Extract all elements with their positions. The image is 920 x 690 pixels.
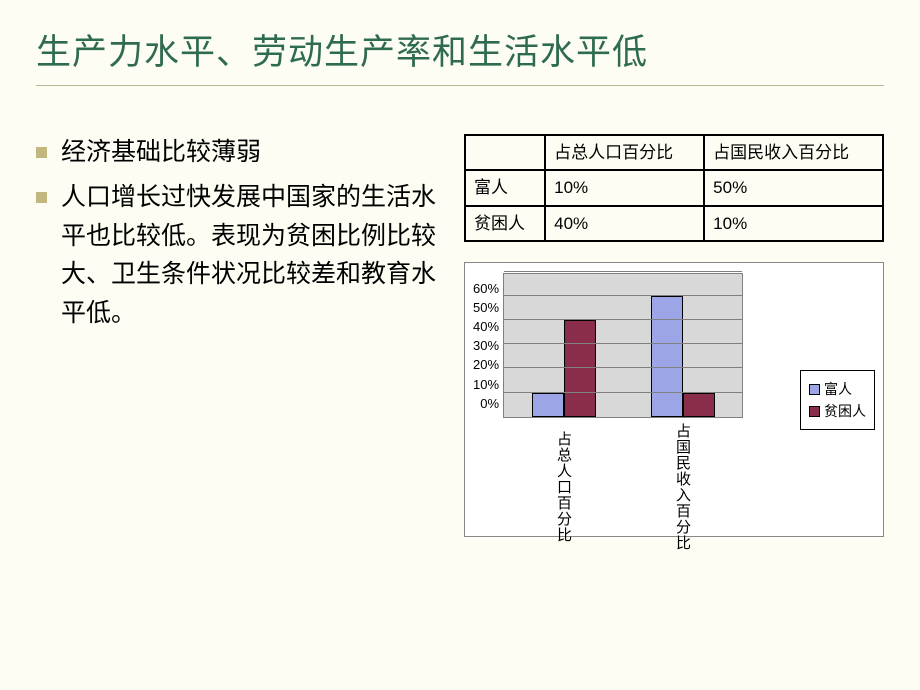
- bar-group: [651, 296, 715, 417]
- chart-legend: 富人 贫困人: [800, 370, 875, 430]
- legend-label: 富人: [824, 379, 852, 399]
- bar-group: [532, 320, 596, 417]
- bullet-text: 经济基础比较薄弱: [61, 134, 440, 173]
- plot-area: 占总人口百分比 占国民收入百分比: [503, 273, 743, 418]
- bar: [651, 296, 683, 417]
- slide-title: 生产力水平、劳动生产率和生活水平低: [36, 24, 884, 86]
- bullet-text: 人口增长过快发展中国家的生活水平也比较低。表现为贫困比例比较大、卫生条件状况比较…: [61, 179, 440, 334]
- bullet-item: 经济基础比较薄弱: [36, 134, 440, 173]
- slide: 生产力水平、劳动生产率和生活水平低 经济基础比较薄弱 人口增长过快发展中国家的生…: [0, 0, 920, 690]
- y-tick: 60%: [473, 281, 499, 296]
- bar: [683, 393, 715, 417]
- table-cell: 10%: [545, 170, 704, 205]
- table-cell: 10%: [704, 206, 883, 241]
- table-header: 占国民收入百分比: [704, 135, 883, 170]
- x-axis: 占总人口百分比 占国民收入百分比: [504, 417, 742, 551]
- table-cell: 贫困人: [465, 206, 545, 241]
- table-cell: 40%: [545, 206, 704, 241]
- table-row: 富人 10% 50%: [465, 170, 883, 205]
- bullet-icon: [36, 192, 47, 203]
- x-label: 占总人口百分比: [553, 423, 574, 551]
- content-row: 经济基础比较薄弱 人口增长过快发展中国家的生活水平也比较低。表现为贫困比例比较大…: [36, 134, 884, 537]
- table-header: 占总人口百分比: [545, 135, 704, 170]
- legend-item: 富人: [809, 379, 866, 399]
- legend-swatch-icon: [809, 384, 820, 395]
- y-tick: 0%: [480, 396, 499, 411]
- right-column: 占总人口百分比 占国民收入百分比 富人 10% 50% 贫困人 40% 10%: [464, 134, 884, 537]
- y-tick: 10%: [473, 377, 499, 392]
- y-axis: 60% 50% 40% 30% 20% 10% 0%: [473, 281, 503, 411]
- plot-wrap: 60% 50% 40% 30% 20% 10% 0% 占总人口百分比: [473, 273, 790, 528]
- y-tick: 40%: [473, 319, 499, 334]
- bar-chart: 60% 50% 40% 30% 20% 10% 0% 占总人口百分比: [464, 262, 884, 537]
- y-tick: 50%: [473, 300, 499, 315]
- x-label: 占国民收入百分比: [672, 423, 693, 551]
- data-table: 占总人口百分比 占国民收入百分比 富人 10% 50% 贫困人 40% 10%: [464, 134, 884, 242]
- y-tick: 30%: [473, 338, 499, 353]
- table-row: 占总人口百分比 占国民收入百分比: [465, 135, 883, 170]
- table-cell: 富人: [465, 170, 545, 205]
- table-cell: 50%: [704, 170, 883, 205]
- bar: [564, 320, 596, 417]
- bullet-item: 人口增长过快发展中国家的生活水平也比较低。表现为贫困比例比较大、卫生条件状况比较…: [36, 179, 440, 334]
- table-header: [465, 135, 545, 170]
- table-row: 贫困人 40% 10%: [465, 206, 883, 241]
- bullet-icon: [36, 147, 47, 158]
- legend-item: 贫困人: [809, 401, 866, 421]
- y-tick: 20%: [473, 357, 499, 372]
- bar: [532, 393, 564, 417]
- bullet-list: 经济基础比较薄弱 人口增长过快发展中国家的生活水平也比较低。表现为贫困比例比较大…: [36, 134, 440, 537]
- legend-swatch-icon: [809, 406, 820, 417]
- legend-label: 贫困人: [824, 401, 866, 421]
